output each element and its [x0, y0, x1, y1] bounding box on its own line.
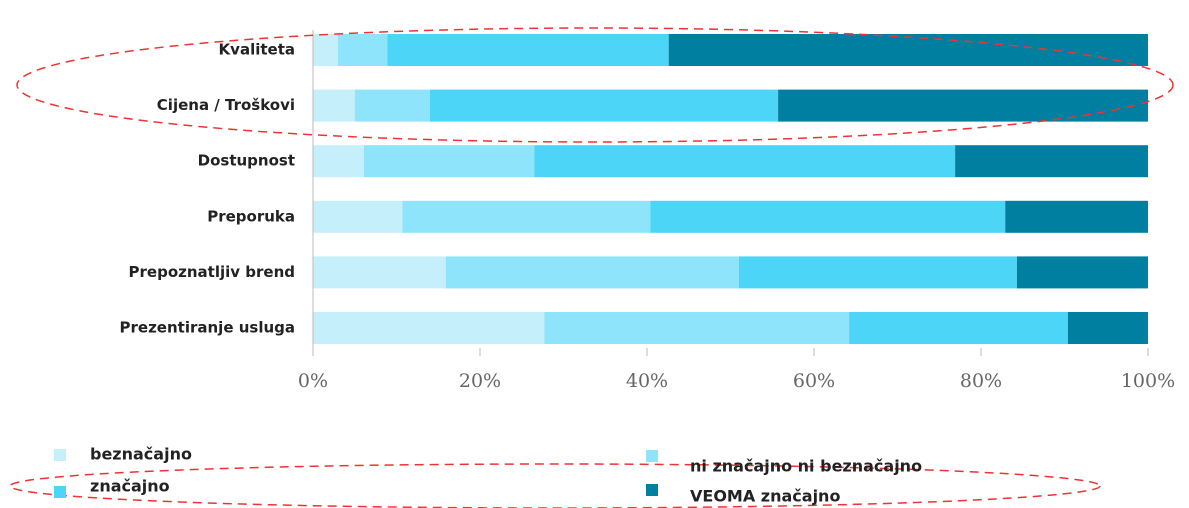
bar-segment: [544, 312, 850, 344]
plot-area: Kvaliteta Cijena / Troškovi Dostupnost Prep…: [120, 30, 1175, 392]
bar-segment: [1005, 200, 1148, 233]
bar-segment: [313, 256, 446, 289]
category-label: Cijena / Troškovi: [157, 96, 295, 114]
category-label: Dostupnost: [198, 152, 295, 170]
bar-segment: [354, 89, 430, 122]
bar-segment: [363, 145, 535, 178]
bar-segment: [1016, 256, 1148, 289]
bar-segment: [313, 89, 355, 122]
bar-segment: [955, 145, 1148, 178]
legend-label: značajno: [90, 477, 170, 496]
category-label: Preporuka: [207, 207, 295, 225]
bar-segment: [429, 89, 779, 122]
legend-swatch: [646, 484, 658, 496]
bar-segment: [387, 34, 669, 66]
bar-segment: [738, 256, 1017, 289]
bar-segment: [313, 200, 403, 233]
category-label: Prepoznatljiv brend: [129, 263, 295, 281]
legend-swatch: [54, 449, 66, 461]
bar-segment: [778, 89, 1148, 122]
bar-segment: [338, 34, 388, 66]
x-tick-label: 0%: [298, 370, 328, 392]
highlight-ellipse: [9, 463, 1101, 508]
legend-label: beznačajno: [90, 445, 192, 464]
x-tick-label: 80%: [960, 370, 1002, 392]
bar-segment: [313, 145, 364, 178]
x-tick-label: 60%: [793, 370, 835, 392]
bar-segment: [313, 34, 339, 66]
highlight-ellipse: [16, 27, 1174, 143]
category-label: Prezentiranje usluga: [120, 319, 295, 337]
x-tick-label: 100%: [1121, 370, 1175, 392]
legend-swatch: [646, 450, 658, 462]
bar-segment: [668, 34, 1148, 66]
legend-swatch: [54, 486, 66, 498]
bar-segment: [534, 145, 956, 178]
legend-label: VEOMA značajno: [690, 487, 840, 506]
x-tick-label: 40%: [626, 370, 668, 392]
bar-segment: [402, 200, 651, 233]
category-label: Kvaliteta: [219, 41, 295, 59]
legend-label: ni značajno ni beznačajno: [690, 457, 922, 476]
bar-segment: [849, 312, 1068, 344]
bar-segment: [1067, 312, 1148, 344]
bar-segment: [650, 200, 1006, 233]
bar-segment: [313, 312, 545, 344]
x-tick-label: 20%: [459, 370, 501, 392]
bar-segment: [445, 256, 739, 289]
